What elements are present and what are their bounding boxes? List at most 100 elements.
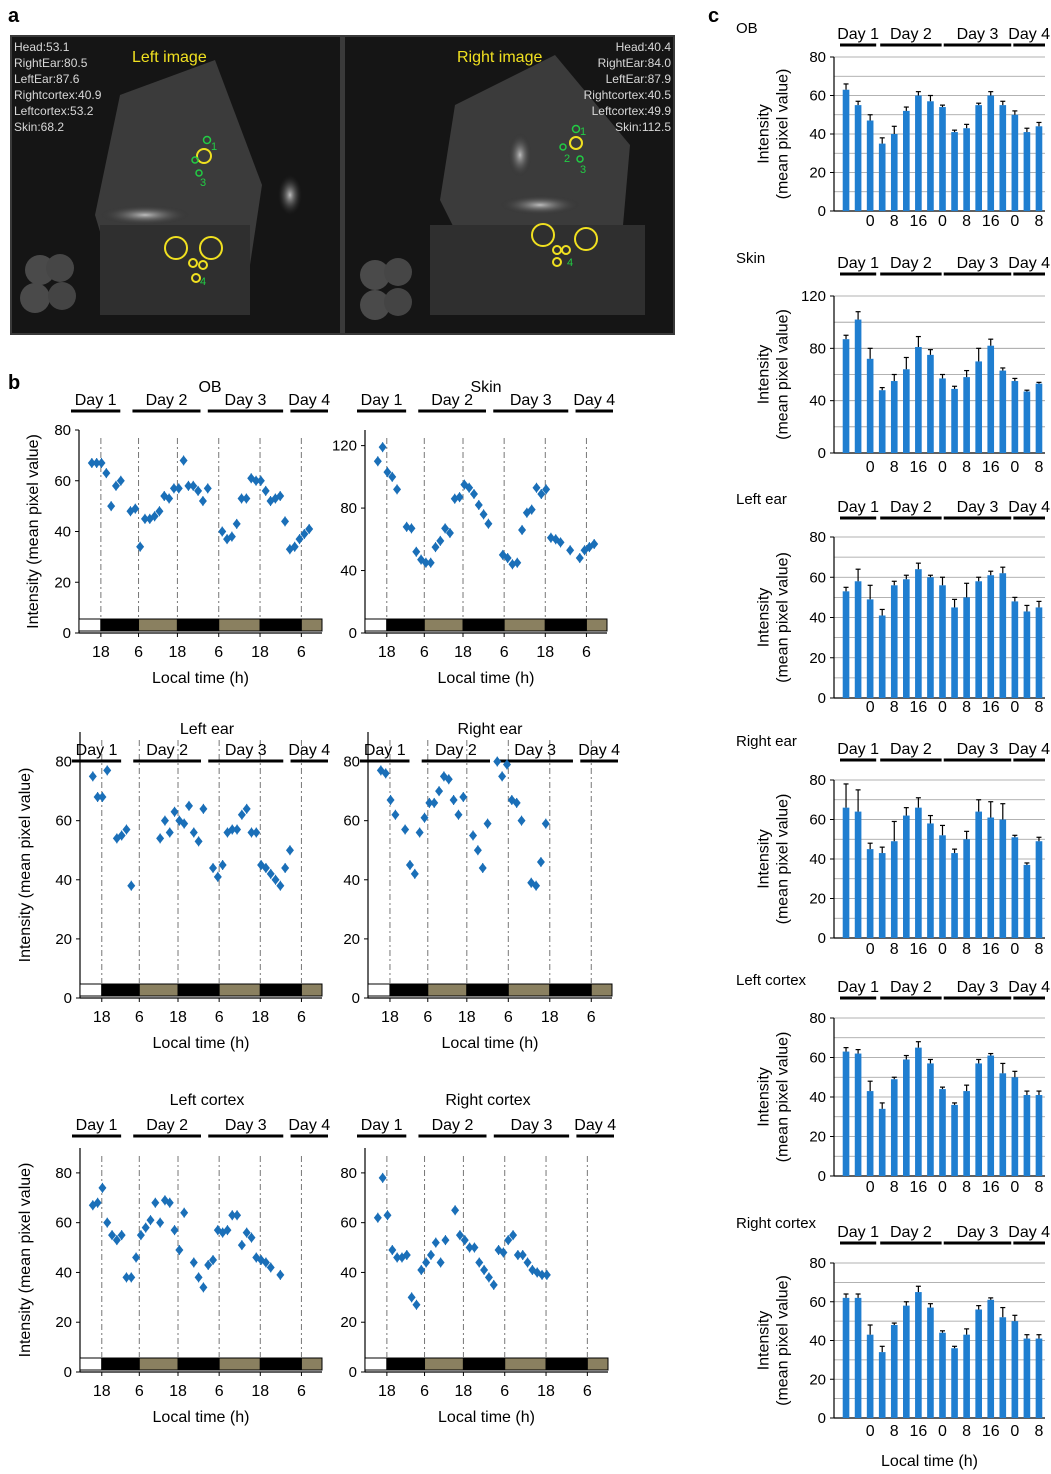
scatter-chart-right-ear: 0 20 40 60 80 18 6 18 6 18 6 Local time (h) Right ea… [343, 721, 620, 1052]
x-tick-label: 0 [938, 699, 947, 716]
x-tick-label: 16 [909, 213, 927, 230]
y-tick-label: 40 [809, 1333, 826, 1350]
y-axis-label: Intensity (mean pixel value) [755, 1032, 791, 1163]
x-axis-label: Local time (h) [152, 670, 249, 687]
x-tick-label: 8 [1035, 1179, 1044, 1196]
data-point [542, 1269, 551, 1280]
left-readout-rightear: RightEar:80.5 [14, 56, 88, 70]
data-point [87, 457, 96, 468]
x-tick-label: 0 [866, 941, 875, 958]
data-point [97, 457, 106, 468]
roi-ob-3 [195, 169, 203, 177]
bar [854, 1297, 862, 1418]
x-tick-label: 8 [1035, 459, 1044, 476]
bar [951, 853, 958, 938]
bar [842, 807, 850, 938]
data-point [381, 768, 390, 779]
bar [987, 817, 995, 938]
y-tick-label: 0 [818, 1168, 826, 1185]
y-tick-label: 20 [54, 574, 71, 591]
chart-title: Skin [470, 379, 501, 396]
bar [939, 107, 946, 211]
bar [951, 607, 958, 698]
roi-ob-right-2 [559, 143, 567, 151]
day-label-3: Day 3 [957, 255, 999, 272]
y-tick-label: 40 [809, 851, 826, 868]
data-point [117, 830, 126, 841]
day-label-4: Day 4 [1008, 979, 1050, 996]
day-label-3: Day 3 [225, 392, 267, 409]
x-tick-label: 6 [423, 1009, 432, 1026]
y-tick-label: 80 [809, 529, 826, 546]
data-point [407, 1292, 416, 1303]
data-point [415, 827, 424, 838]
right-readout: Head:40.4 RightEar:84.0 LeftEar:87.9 Rig… [584, 40, 672, 134]
data-point [441, 1235, 450, 1246]
data-point [484, 1272, 493, 1283]
bar [1023, 864, 1031, 938]
bar [903, 579, 910, 698]
data-point [509, 1230, 518, 1241]
x-tick-label: 8 [890, 213, 899, 230]
day-label-4: Day 4 [1008, 1224, 1050, 1241]
data-point [141, 1222, 150, 1233]
x-tick-label: 16 [909, 459, 927, 476]
data-point [431, 542, 440, 553]
data-point [103, 765, 112, 776]
x-tick-label: 16 [982, 1423, 1000, 1440]
y-axis-label-line2: (mean pixel value) [775, 794, 792, 925]
data-point [412, 1299, 421, 1310]
left-roi-small [191, 135, 212, 177]
y-axis-label-line1: Intensity [755, 829, 772, 889]
data-point [276, 880, 285, 891]
x-tick-label: 8 [1035, 213, 1044, 230]
bar [927, 577, 934, 698]
day-label-2: Day 2 [890, 741, 932, 758]
bar [915, 807, 922, 938]
x-tick-label: 16 [982, 213, 1000, 230]
data-point [285, 845, 294, 856]
bar [963, 1334, 970, 1418]
data-point [237, 493, 246, 504]
data-point [146, 1215, 155, 1226]
data-point [194, 485, 203, 496]
chart-title: Left ear [180, 721, 235, 738]
bar [878, 1352, 886, 1418]
y-tick-label: 20 [343, 931, 360, 948]
right-roi-label-1: 1 [580, 126, 586, 138]
day-label-4: Day 4 [1008, 499, 1050, 516]
y-tick-label: 40 [809, 126, 826, 143]
data-point [536, 857, 545, 868]
x-tick-label: 0 [938, 459, 947, 476]
data-point [184, 480, 193, 491]
light-dark-segment [100, 618, 140, 632]
x-tick-label: 8 [1035, 941, 1044, 958]
chart-title: Right ear [736, 733, 797, 750]
data-point [179, 455, 188, 466]
data-point [256, 475, 265, 486]
data-point [132, 1252, 141, 1263]
y-tick-label: 0 [818, 1410, 826, 1427]
data-point [475, 1257, 484, 1268]
data-point [281, 516, 290, 527]
x-tick-label: 16 [982, 941, 1000, 958]
x-tick-label: 18 [378, 1383, 396, 1400]
day-label-3: Day 3 [510, 392, 552, 409]
data-point [252, 827, 261, 838]
data-point [156, 1217, 165, 1228]
y-tick-label: 60 [809, 88, 826, 105]
data-point [247, 827, 256, 838]
bar [1035, 841, 1043, 938]
data-point [493, 756, 502, 767]
x-tick-label: 16 [982, 1179, 1000, 1196]
chart-title: Left cortex [736, 972, 807, 989]
y-axis-label: Intensity (mean pixel value) [755, 794, 791, 925]
x-tick-label: 8 [1035, 699, 1044, 716]
x-tick-label: 6 [420, 1383, 429, 1400]
data-point [261, 485, 270, 496]
y-tick-label: 40 [809, 610, 826, 627]
scatter-chart-left-ear: 0 20 40 60 80 18 6 18 6 18 6 Local time (h) Left ear… [17, 721, 330, 1052]
x-axis-label: Local time (h) [153, 1409, 250, 1426]
bar [1011, 114, 1019, 211]
